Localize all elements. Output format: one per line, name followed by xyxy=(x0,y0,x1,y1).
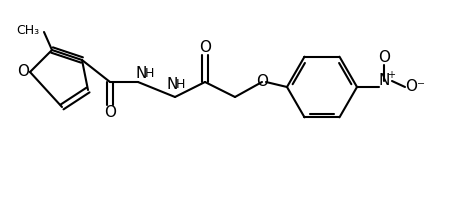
Text: H: H xyxy=(144,68,153,80)
Text: CH₃: CH₃ xyxy=(16,23,39,36)
Text: O: O xyxy=(17,64,29,79)
Text: O: O xyxy=(256,74,268,89)
Text: O: O xyxy=(104,105,116,120)
Text: O: O xyxy=(199,40,211,54)
Text: N: N xyxy=(135,66,146,81)
Text: +: + xyxy=(386,70,394,80)
Text: N: N xyxy=(166,77,177,92)
Text: O: O xyxy=(377,49,389,64)
Text: O⁻: O⁻ xyxy=(404,79,424,94)
Text: N: N xyxy=(377,73,389,88)
Text: H: H xyxy=(175,78,184,91)
